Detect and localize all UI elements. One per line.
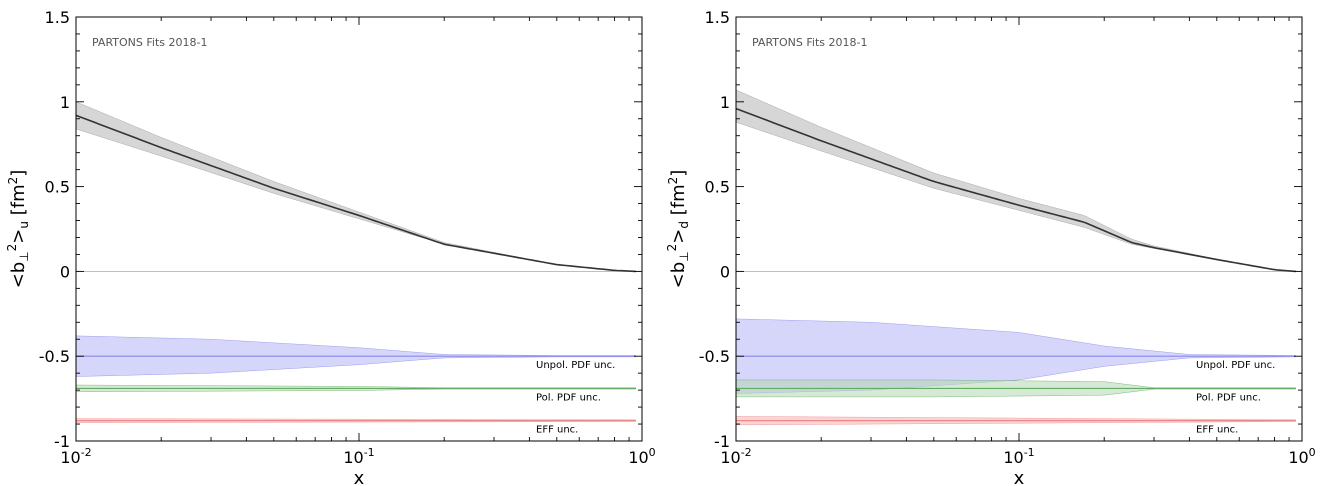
y-tick-label: -1 bbox=[54, 432, 70, 451]
y-label-close: > bbox=[668, 229, 689, 244]
legend-label: Pol. PDF unc. bbox=[1196, 392, 1261, 403]
y-label-unit-close: ] bbox=[668, 170, 689, 177]
y-tick-label: 0 bbox=[720, 262, 730, 281]
y-tick-label: 1 bbox=[720, 93, 730, 112]
x-tick-base: 10 bbox=[628, 448, 648, 467]
y-label-perp: ⊥ bbox=[17, 251, 31, 261]
y-tick-label: -1 bbox=[714, 432, 730, 451]
y-label-open: <b bbox=[8, 262, 29, 289]
y-tick-label: 0.5 bbox=[705, 178, 730, 197]
y-label-unit-close: ] bbox=[8, 170, 29, 177]
main-uncertainty-band bbox=[76, 101, 636, 272]
main-central-line bbox=[736, 107, 1296, 273]
legend-label: EFF unc. bbox=[536, 425, 578, 436]
legend-label: Pol. PDF unc. bbox=[536, 392, 601, 403]
x-tick-label: 100 bbox=[628, 446, 655, 467]
y-tick-label: 1.5 bbox=[45, 8, 70, 27]
legend-label: EFF unc. bbox=[1196, 425, 1238, 436]
chart-panel: Unpol. PDF unc.Pol. PDF unc.EFF unc.10-2… bbox=[5, 8, 656, 486]
x-tick-exponent: -2 bbox=[81, 446, 92, 459]
plot-frame bbox=[75, 16, 643, 442]
y-tick-label: 0.5 bbox=[45, 178, 70, 197]
x-tick-label: 10-1 bbox=[343, 446, 374, 467]
y-label-sup: 2 bbox=[665, 244, 679, 252]
y-label-unit-sup: 2 bbox=[6, 177, 20, 185]
main-uncertainty-band bbox=[736, 89, 1296, 272]
y-label-unit: [fm bbox=[668, 184, 689, 221]
y-label-perp: ⊥ bbox=[677, 251, 691, 261]
x-tick-base: 10 bbox=[1003, 448, 1023, 467]
x-tick-exponent: 0 bbox=[649, 446, 656, 459]
plot-area bbox=[736, 89, 1302, 426]
legend-label: Unpol. PDF unc. bbox=[1196, 360, 1275, 371]
x-axis-title: x bbox=[1014, 468, 1025, 486]
x-tick-exponent: -2 bbox=[741, 446, 752, 459]
chart-panel: Unpol. PDF unc.Pol. PDF unc.EFF unc.10-2… bbox=[665, 8, 1316, 486]
main-central-line bbox=[76, 114, 636, 273]
y-axis-title: <b⊥2>d [fm2] bbox=[665, 170, 691, 289]
y-tick-label: 1 bbox=[60, 93, 70, 112]
x-tick-base: 10 bbox=[343, 448, 363, 467]
x-tick-exponent: -1 bbox=[1024, 446, 1035, 459]
y-tick-label: -0.5 bbox=[39, 347, 70, 366]
y-axis-title: <b⊥2>u [fm2] bbox=[5, 170, 31, 289]
watermark-text: PARTONS Fits 2018-1 bbox=[92, 36, 207, 49]
legend-label: Unpol. PDF unc. bbox=[536, 360, 615, 371]
y-label-unit: [fm bbox=[8, 184, 29, 221]
x-tick-base: 10 bbox=[720, 448, 740, 467]
y-label-unit-sup: 2 bbox=[666, 177, 680, 185]
x-tick-label: 100 bbox=[1288, 446, 1315, 467]
x-tick-base: 10 bbox=[60, 448, 80, 467]
plot-area bbox=[76, 101, 642, 423]
y-label-sup: 2 bbox=[5, 244, 19, 252]
x-tick-exponent: 0 bbox=[1309, 446, 1316, 459]
y-label-close: > bbox=[8, 229, 29, 244]
x-axis-title: x bbox=[354, 468, 365, 486]
x-tick-base: 10 bbox=[1288, 448, 1308, 467]
y-label-sub: d bbox=[677, 221, 691, 229]
y-tick-label: 0 bbox=[60, 262, 70, 281]
y-label-open: <b bbox=[668, 262, 689, 289]
x-tick-exponent: -1 bbox=[364, 446, 375, 459]
x-tick-label: 10-2 bbox=[60, 446, 91, 467]
watermark-text: PARTONS Fits 2018-1 bbox=[752, 36, 867, 49]
x-tick-label: 10-1 bbox=[1003, 446, 1034, 467]
x-tick-label: 10-2 bbox=[720, 446, 751, 467]
y-label-sub: u bbox=[17, 221, 31, 229]
y-tick-label: 1.5 bbox=[705, 8, 730, 27]
y-tick-label: -0.5 bbox=[699, 347, 730, 366]
